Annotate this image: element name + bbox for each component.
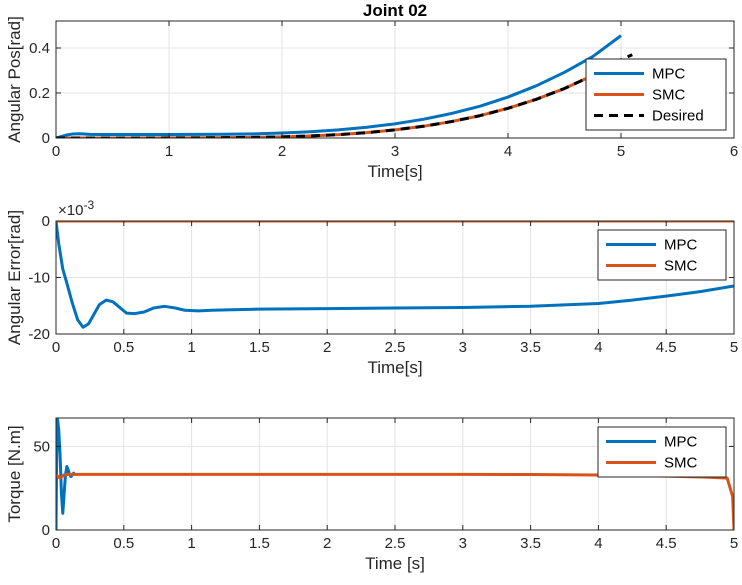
x-tick-label: 5 [617, 143, 625, 160]
x-tick-label: 3 [459, 339, 467, 356]
y-tick-label: -20 [28, 326, 50, 343]
legend-label-mpc: MPC [664, 237, 698, 254]
y-exponent-label: ×10-3 [58, 198, 94, 219]
x-tick-label: 3 [391, 143, 399, 160]
y-tick-label: 0.4 [29, 40, 50, 57]
legend-label-smc: SMC [664, 258, 698, 275]
legend-label-smc: SMC [664, 455, 698, 472]
legend-label-smc: SMC [652, 87, 686, 104]
x-tick-label: 0.5 [113, 339, 134, 356]
x-tick-label: 4 [594, 339, 602, 356]
legend: MPC SMC Desired [585, 58, 727, 131]
x-tick-label: 0 [52, 143, 60, 160]
subplot-2: 0 0.5 1 1.5 2 2.5 3 3.5 4 4.5 5 -20 -10 0 ×10-3 Time[s]… [5, 198, 738, 377]
x-tick-label: 0 [52, 339, 60, 356]
y-tick-label: 50 [33, 438, 50, 455]
series-line-mpc [56, 221, 734, 329]
x-tick-label: 5 [730, 339, 738, 356]
y-axis-label: Torque [N.m] [5, 425, 24, 522]
x-tick-label: 2 [278, 143, 286, 160]
x-axis-label: Time[s] [367, 162, 422, 181]
subplot-1: 0 1 2 3 4 5 6 0 0.2 0.4 Joint 02 Time[s] Angular Pos… [5, 1, 738, 181]
x-tick-label: 4 [504, 143, 512, 160]
legend-box [597, 426, 727, 478]
series-line-mpc [56, 34, 622, 138]
x-tick-label: 2.5 [385, 535, 406, 552]
legend-label-mpc: MPC [652, 66, 686, 83]
legend: MPC SMC [597, 426, 727, 478]
x-tick-label: 1 [165, 143, 173, 160]
legend-label-mpc: MPC [664, 434, 698, 451]
x-tick-label: 6 [730, 143, 738, 160]
x-tick-label: 1.5 [249, 535, 270, 552]
y-tick-label: 0 [42, 130, 50, 147]
x-tick-label: 3 [459, 535, 467, 552]
x-tick-label: 2 [323, 339, 331, 356]
x-tick-label: 2.5 [385, 339, 406, 356]
y-tick-label: 0 [42, 213, 50, 230]
legend-box [597, 229, 727, 281]
series-line-smc [56, 472, 734, 530]
chart-title: Joint 02 [363, 1, 427, 20]
x-tick-label: 0 [52, 535, 60, 552]
legend-label-desired: Desired [652, 108, 704, 125]
x-axis-label: Time [s] [365, 554, 425, 573]
y-tick-label: 0.2 [29, 85, 50, 102]
x-tick-label: 5 [730, 535, 738, 552]
legend: MPC SMC [597, 229, 727, 281]
x-tick-label: 1.5 [249, 339, 270, 356]
x-tick-label: 2 [323, 535, 331, 552]
y-tick-label: -10 [28, 270, 50, 287]
x-axis-label: Time[s] [367, 358, 422, 377]
x-tick-label: 1 [187, 535, 195, 552]
x-tick-label: 0.5 [113, 535, 134, 552]
x-tick-label: 4.5 [656, 339, 677, 356]
y-axis-label: Angular Pos[rad] [5, 16, 24, 143]
x-tick-label: 4.5 [656, 535, 677, 552]
x-tick-label: 1 [187, 339, 195, 356]
x-tick-label: 3.5 [520, 339, 541, 356]
x-tick-label: 3.5 [520, 535, 541, 552]
y-tick-label: 0 [42, 522, 50, 539]
x-tick-label: 4 [594, 535, 602, 552]
y-axis-label: Angular Error[rad] [5, 210, 24, 345]
